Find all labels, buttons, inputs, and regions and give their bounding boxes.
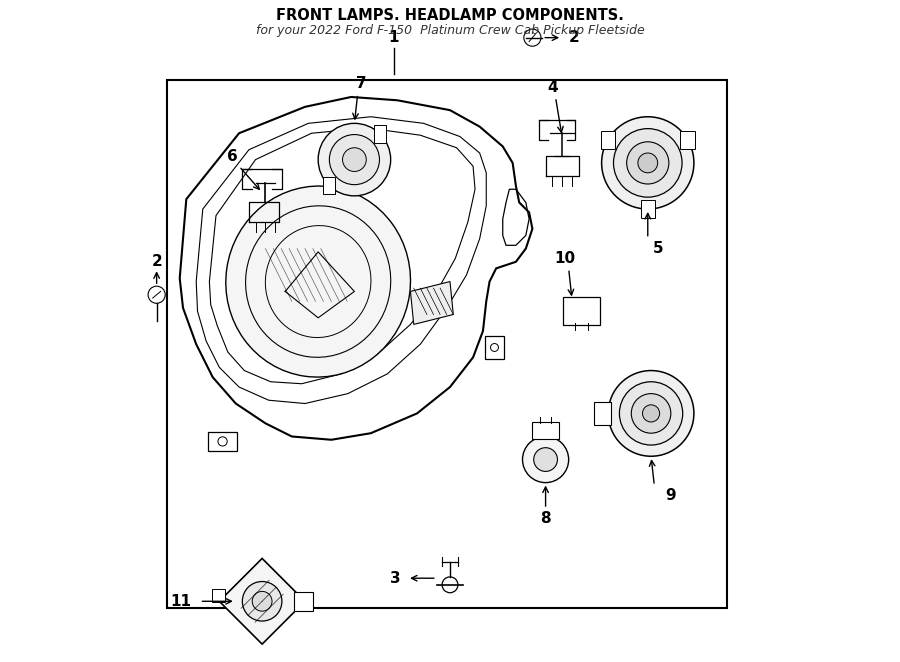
- Circle shape: [329, 134, 380, 185]
- FancyBboxPatch shape: [680, 130, 695, 149]
- Circle shape: [638, 153, 658, 173]
- Text: 11: 11: [170, 594, 191, 609]
- FancyBboxPatch shape: [323, 177, 335, 194]
- Circle shape: [319, 123, 391, 196]
- FancyBboxPatch shape: [533, 422, 559, 439]
- FancyBboxPatch shape: [293, 592, 313, 610]
- Circle shape: [631, 394, 670, 433]
- FancyBboxPatch shape: [600, 130, 615, 149]
- Circle shape: [619, 382, 683, 445]
- Circle shape: [534, 448, 557, 471]
- FancyBboxPatch shape: [485, 336, 504, 359]
- Text: 6: 6: [227, 149, 238, 164]
- FancyBboxPatch shape: [166, 81, 727, 608]
- Circle shape: [242, 581, 282, 621]
- FancyBboxPatch shape: [212, 589, 225, 602]
- Text: 9: 9: [665, 489, 676, 503]
- Text: FRONT LAMPS. HEADLAMP COMPONENTS.: FRONT LAMPS. HEADLAMP COMPONENTS.: [276, 8, 624, 23]
- Circle shape: [343, 148, 366, 171]
- Text: 1: 1: [389, 30, 400, 45]
- Circle shape: [626, 142, 669, 184]
- Polygon shape: [220, 559, 305, 644]
- Circle shape: [252, 591, 272, 611]
- Text: 2: 2: [151, 254, 162, 269]
- Text: 5: 5: [652, 241, 663, 256]
- FancyBboxPatch shape: [374, 125, 386, 142]
- FancyBboxPatch shape: [594, 402, 611, 424]
- FancyBboxPatch shape: [641, 200, 655, 218]
- Circle shape: [601, 117, 694, 209]
- FancyBboxPatch shape: [208, 432, 237, 451]
- Circle shape: [643, 405, 660, 422]
- Circle shape: [523, 436, 569, 483]
- Text: 7: 7: [356, 76, 366, 91]
- Ellipse shape: [226, 186, 410, 377]
- Text: 3: 3: [390, 571, 400, 586]
- Circle shape: [614, 128, 682, 197]
- Circle shape: [608, 371, 694, 456]
- Text: 4: 4: [547, 79, 557, 95]
- Text: 2: 2: [569, 30, 580, 45]
- Text: for your 2022 Ford F-150  Platinum Crew Cab Pickup Fleetside: for your 2022 Ford F-150 Platinum Crew C…: [256, 24, 644, 38]
- Text: 8: 8: [540, 511, 551, 526]
- Polygon shape: [410, 281, 454, 324]
- Text: 10: 10: [554, 251, 576, 266]
- FancyBboxPatch shape: [563, 297, 600, 325]
